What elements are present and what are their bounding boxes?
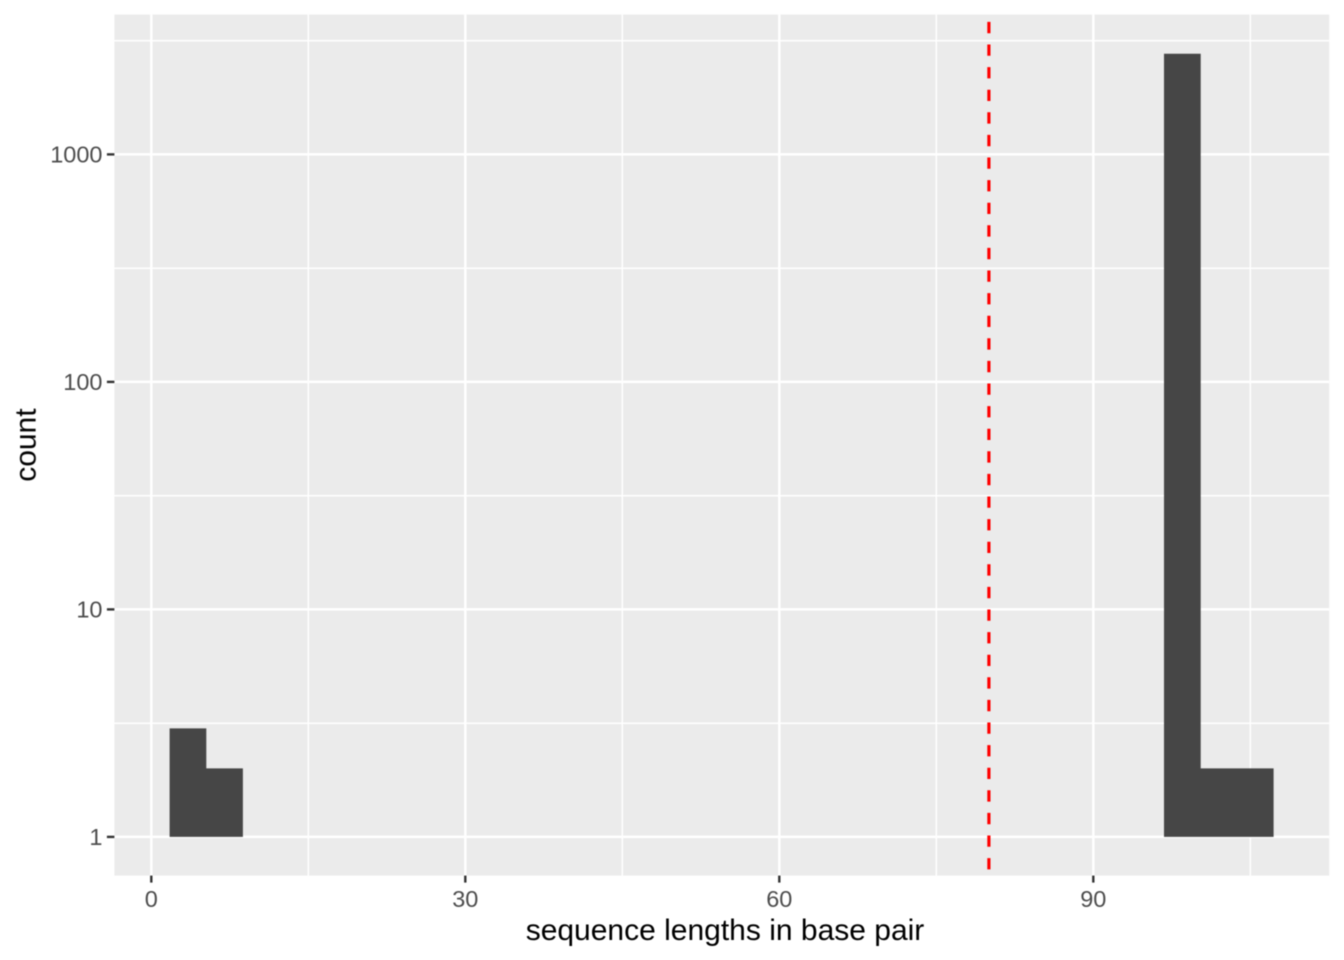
svg-text:90: 90 — [1080, 886, 1106, 912]
svg-text:60: 60 — [766, 886, 792, 912]
svg-text:30: 30 — [452, 886, 478, 912]
svg-text:100: 100 — [63, 369, 102, 395]
svg-text:10: 10 — [76, 597, 102, 623]
svg-text:sequence lengths in base pair: sequence lengths in base pair — [526, 914, 925, 947]
svg-text:1000: 1000 — [50, 142, 102, 168]
svg-text:count: count — [10, 408, 43, 482]
svg-text:1: 1 — [89, 824, 102, 850]
svg-text:0: 0 — [145, 886, 158, 912]
